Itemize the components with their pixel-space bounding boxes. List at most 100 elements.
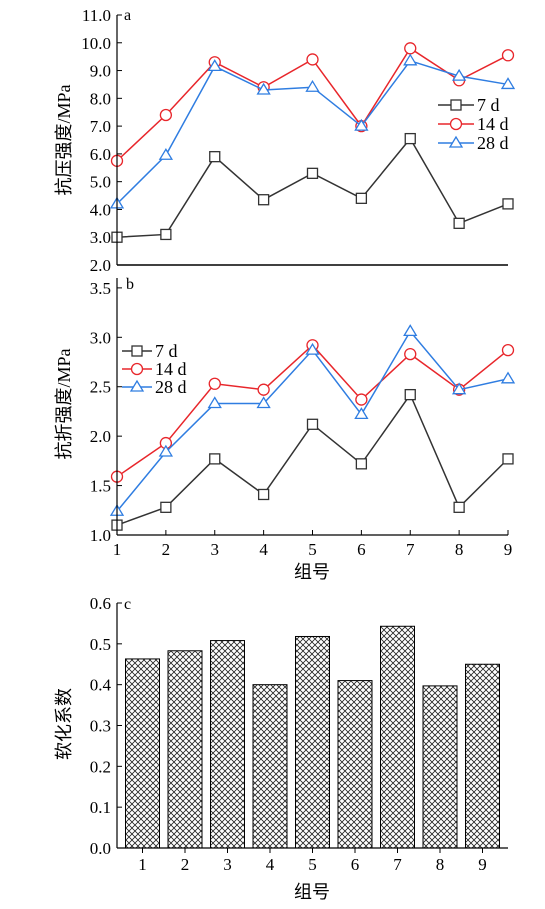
panel-b-legend-label: 7 d	[155, 341, 178, 361]
panel-b-point	[355, 458, 368, 470]
panel-a-legend-marker	[449, 117, 463, 131]
panel-a-point	[305, 79, 320, 92]
panel-c-y-tick-label: 0.6	[90, 594, 111, 613]
panel-c-bar	[125, 658, 160, 849]
panel-b-x-tick-label: 4	[259, 540, 268, 559]
panel-c-y-tick-label: 0.0	[90, 839, 111, 858]
panel-b-point	[355, 393, 368, 406]
panel-c-y-tick-label: 0.3	[90, 717, 111, 736]
panel-c-x-ticks: 1 2 3 4 5 6 7 8 9	[138, 848, 487, 874]
panel-b-x-tick-label: 2	[162, 540, 171, 559]
panel-a-point	[256, 82, 271, 95]
panel-a-y-tick-label: 6.0	[90, 145, 111, 164]
panel-a-y-tick-label: 3.0	[90, 228, 111, 247]
panel-c-x-tick-label: 8	[436, 855, 445, 874]
panel-a-y-tick-label: 10.0	[81, 34, 111, 53]
panel-a-legend: 7 d14 d28 d	[438, 95, 509, 153]
panel-c-bar	[337, 680, 373, 849]
panel-b-legend-marker	[130, 362, 144, 376]
panel-a-legend-label: 14 d	[477, 114, 509, 134]
panel-b-point	[257, 488, 270, 501]
panel-b-y-tick-label: 2.5	[90, 378, 111, 397]
panel-b-point	[354, 407, 369, 420]
panel-a-point	[306, 167, 319, 179]
panel-c-bar	[465, 663, 500, 849]
panel-a-y-tick-label: 5.0	[90, 173, 111, 192]
panel-c-letter: c	[124, 596, 131, 613]
panel-b-legend: 7 d14 d28 d	[122, 341, 187, 397]
panel-c-y-ticks: 0.0 0.1 0.2 0.3 0.4 0.5 0.6	[90, 594, 122, 858]
panel-b-point	[501, 344, 515, 357]
panel-a-point	[453, 217, 465, 229]
panel-a-y-tick-label: 2.0	[90, 256, 111, 275]
panel-b-point	[502, 453, 514, 465]
panel-c-y-tick-label: 0.2	[90, 757, 111, 776]
panel-c-x-tick-label: 4	[266, 855, 275, 874]
panel-c-bar	[252, 684, 288, 849]
panel-a-point	[158, 148, 174, 160]
panel-a-y-tick-label: 7.0	[90, 117, 111, 136]
panel-a-legend-label: 7 d	[477, 95, 500, 115]
panel-b-legend-label: 14 d	[155, 359, 187, 379]
panel-a-series	[109, 42, 516, 243]
panel-c-x-tick-label: 7	[393, 855, 402, 874]
panel-b-y-tick-label: 1.5	[90, 477, 111, 496]
panel-a-ylabel: 抗压强度/MPa	[54, 84, 74, 195]
panel-b-point	[500, 371, 516, 384]
panel-b-xlabel: 组号	[294, 562, 330, 582]
panel-b-x-tick-label: 6	[357, 540, 366, 559]
panel-a-point	[403, 53, 418, 66]
panel-b-point	[207, 396, 222, 409]
panel-b-x-tick-label: 5	[308, 540, 317, 559]
panel-b-point	[160, 501, 172, 513]
panel-a-legend-label: 28 d	[477, 133, 509, 153]
panel-c-bar	[210, 640, 245, 849]
panel-a-y-tick-label: 11.0	[82, 6, 111, 25]
panel-c-xlabel: 组号	[294, 882, 330, 902]
panel-c-bar	[422, 685, 458, 849]
panel-c-x-tick-label: 5	[308, 855, 317, 874]
panel-b-x-tick-label: 9	[504, 540, 513, 559]
panel-b-x-tick-label: 8	[455, 540, 464, 559]
panel-b-y-tick-label: 1.0	[90, 526, 111, 545]
panel-b-point	[257, 383, 270, 396]
panel-a-point	[501, 49, 515, 62]
panel-b-series	[109, 324, 516, 531]
panel-b-ylabel: 抗折强度/MPa	[54, 348, 74, 459]
panel-a-point	[404, 42, 417, 55]
panel-c-y-tick-label: 0.5	[90, 635, 111, 654]
panel-a-point	[404, 132, 416, 145]
panel-a-y-tick-label: 8.0	[90, 89, 111, 108]
panel-c-y-tick-label: 0.1	[90, 798, 111, 817]
panel-c-x-tick-label: 2	[181, 855, 190, 874]
panel-a-legend-marker	[448, 135, 464, 148]
panel-b-x-tick-label: 7	[406, 540, 415, 559]
panel-a-point	[500, 77, 516, 90]
panel-a-point	[159, 108, 173, 122]
panel-c-x-tick-label: 9	[478, 855, 487, 874]
panel-a-point	[502, 198, 514, 210]
panel-a-y-ticks: 2.0 3.0 4.0 5.0 6.0 7.0 8.0 9.0 10.0 11.0	[81, 6, 122, 275]
panel-a-point	[257, 194, 270, 206]
panel-a-point	[160, 228, 172, 241]
panel-c-bar	[295, 635, 330, 849]
panel-c-bar	[167, 650, 203, 849]
panel-b-point	[209, 453, 221, 465]
panel-b-point	[256, 396, 271, 409]
panel-a-point	[451, 68, 467, 81]
panel-c-y-tick-label: 0.4	[90, 676, 112, 695]
panel-b-legend-marker	[131, 345, 143, 357]
axes	[116, 15, 508, 849]
panel-b-point	[208, 377, 221, 390]
panel-b-x-tick-label: 1	[113, 540, 122, 559]
panel-c-ylabel: 软化系数	[54, 688, 74, 760]
panel-a-letter: a	[124, 7, 131, 24]
panel-b-point	[305, 342, 320, 355]
panel-c-bars	[125, 625, 500, 849]
panel-c-bar	[380, 625, 415, 849]
panel-a-point	[306, 53, 319, 66]
panel-a-legend-marker	[450, 99, 462, 111]
panel-c-x-tick-label: 3	[223, 855, 232, 874]
panel-b-legend-label: 28 d	[155, 377, 187, 397]
